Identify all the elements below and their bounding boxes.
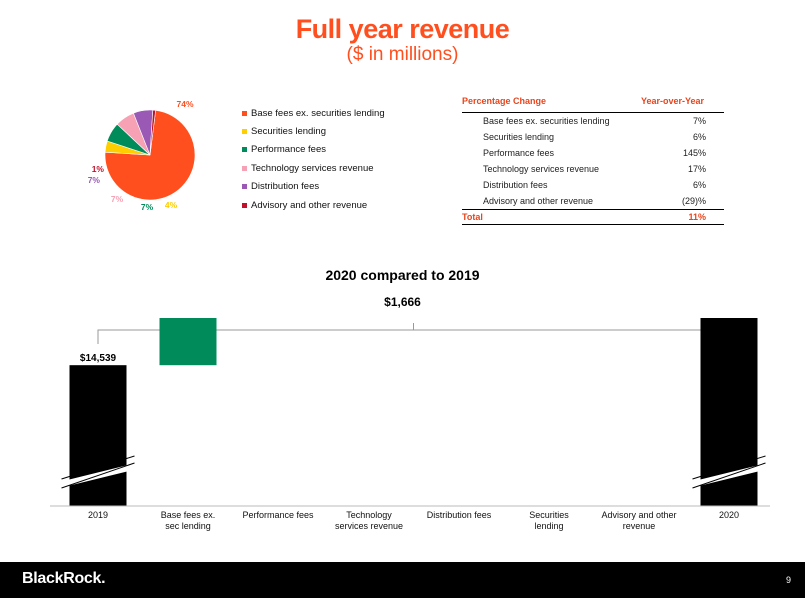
table-cell-value: 6% <box>692 180 706 190</box>
legend-label: Securities lending <box>251 126 326 138</box>
waterfall-category-label: Advisory and other revenue <box>601 510 676 531</box>
table-cell-label: Technology services revenue <box>483 164 600 174</box>
waterfall-category-label: 2019 <box>88 510 108 520</box>
table-row: Technology services revenue 17% <box>462 161 724 177</box>
legend-swatch <box>242 110 247 116</box>
pie-slice-advisory-and-other-revenue <box>149 109 156 156</box>
table-header-label: Percentage Change <box>462 94 630 113</box>
waterfall-category-label: Technology services revenue <box>335 510 403 531</box>
pie-value-label: 7% <box>141 202 154 212</box>
legend-swatch <box>242 202 247 208</box>
waterfall-value-label: $14,539 <box>80 353 117 364</box>
legend-label: Distribution fees <box>251 181 320 193</box>
pie-value-label: 1% <box>92 164 105 174</box>
legend-item: Performance fees <box>242 141 385 159</box>
table-cell-value: 7% <box>692 116 706 126</box>
legend-item: Technology services revenue <box>242 159 385 177</box>
table-cell-value: 145% <box>682 148 706 158</box>
table-header-value: Year-over-Year <box>629 94 724 113</box>
percentage-change-table: Percentage Change Year-over-Year Base fe… <box>462 94 724 225</box>
legend-label: Base fees ex. securities lending <box>251 107 385 119</box>
pie-value-label: 74% <box>176 99 193 109</box>
legend-item: Base fees ex. securities lending <box>242 104 385 122</box>
pie-chart: 74%4%7%7%7%1% <box>88 99 196 212</box>
table-cell-label: Advisory and other revenue <box>483 196 594 206</box>
waterfall-category-label: Base fees ex. sec lending <box>161 510 216 531</box>
pie-value-label: 7% <box>111 194 124 204</box>
legend-swatch <box>242 165 247 171</box>
table-row: Advisory and other revenue (29)% <box>462 193 724 210</box>
table-cell-value: (29)% <box>681 196 706 206</box>
pie-value-label: 7% <box>88 175 101 185</box>
axis-break-line <box>61 455 135 480</box>
table-row: Securities lending 6% <box>462 129 724 145</box>
waterfall-total-change: $1,666 <box>384 295 421 309</box>
table-total-row: Total 11% <box>462 209 724 225</box>
table-cell-value: 6% <box>692 132 706 142</box>
page-title: Full year revenue <box>295 14 510 44</box>
table-cell-label: Base fees ex. securities lending <box>483 116 610 126</box>
table-cell-label: Securities lending <box>483 132 555 142</box>
legend-label: Technology services revenue <box>251 162 374 174</box>
axis-break-line <box>692 462 766 489</box>
table-total-label: Total <box>462 209 630 225</box>
legend-item: Advisory and other revenue <box>242 196 385 214</box>
pie-value-label: 4% <box>165 200 178 210</box>
footer-bar <box>0 562 805 598</box>
page-subtitle: ($ in millions) <box>346 44 459 65</box>
pie-slice-base-fees-ex-securities-lending <box>104 110 196 201</box>
waterfall-bar-2019 <box>69 365 127 506</box>
table-total-value: 11% <box>629 209 724 225</box>
legend-item: Distribution fees <box>242 178 385 196</box>
axis-break-line <box>692 455 766 480</box>
axis-break-line <box>61 462 135 489</box>
page-number: 9 <box>785 575 791 585</box>
table-cell-label: Distribution fees <box>483 180 548 190</box>
table-cell-value: 17% <box>687 164 706 174</box>
legend-label: Performance fees <box>251 144 326 156</box>
blackrock-logo: BlackRock. <box>22 570 106 587</box>
waterfall-category-label: Performance fees <box>242 510 314 520</box>
waterfall-chart: $14,539$827$654$165$62$35$(77)$16,205 20… <box>50 318 770 531</box>
legend-swatch <box>242 184 247 190</box>
table-row: Performance fees 145% <box>462 145 724 161</box>
table-cell-label: Performance fees <box>483 148 555 158</box>
table-row: Distribution fees 6% <box>462 177 724 193</box>
waterfall-bar-base-fees-ex-sec-lending <box>159 318 217 366</box>
waterfall-category-label: 2020 <box>719 510 739 520</box>
table-row: Base fees ex. securities lending 7% <box>462 113 724 130</box>
legend-item: Securities lending <box>242 122 385 140</box>
legend-swatch <box>242 147 247 153</box>
pie-legend: Base fees ex. securities lending Securiti… <box>242 104 385 214</box>
waterfall-title: 2020 compared to 2019 <box>325 267 480 283</box>
legend-label: Advisory and other revenue <box>251 199 368 211</box>
legend-swatch <box>242 129 247 135</box>
waterfall-category-label: Securities lending <box>529 510 569 531</box>
waterfall-category-label: Distribution fees <box>427 510 492 520</box>
